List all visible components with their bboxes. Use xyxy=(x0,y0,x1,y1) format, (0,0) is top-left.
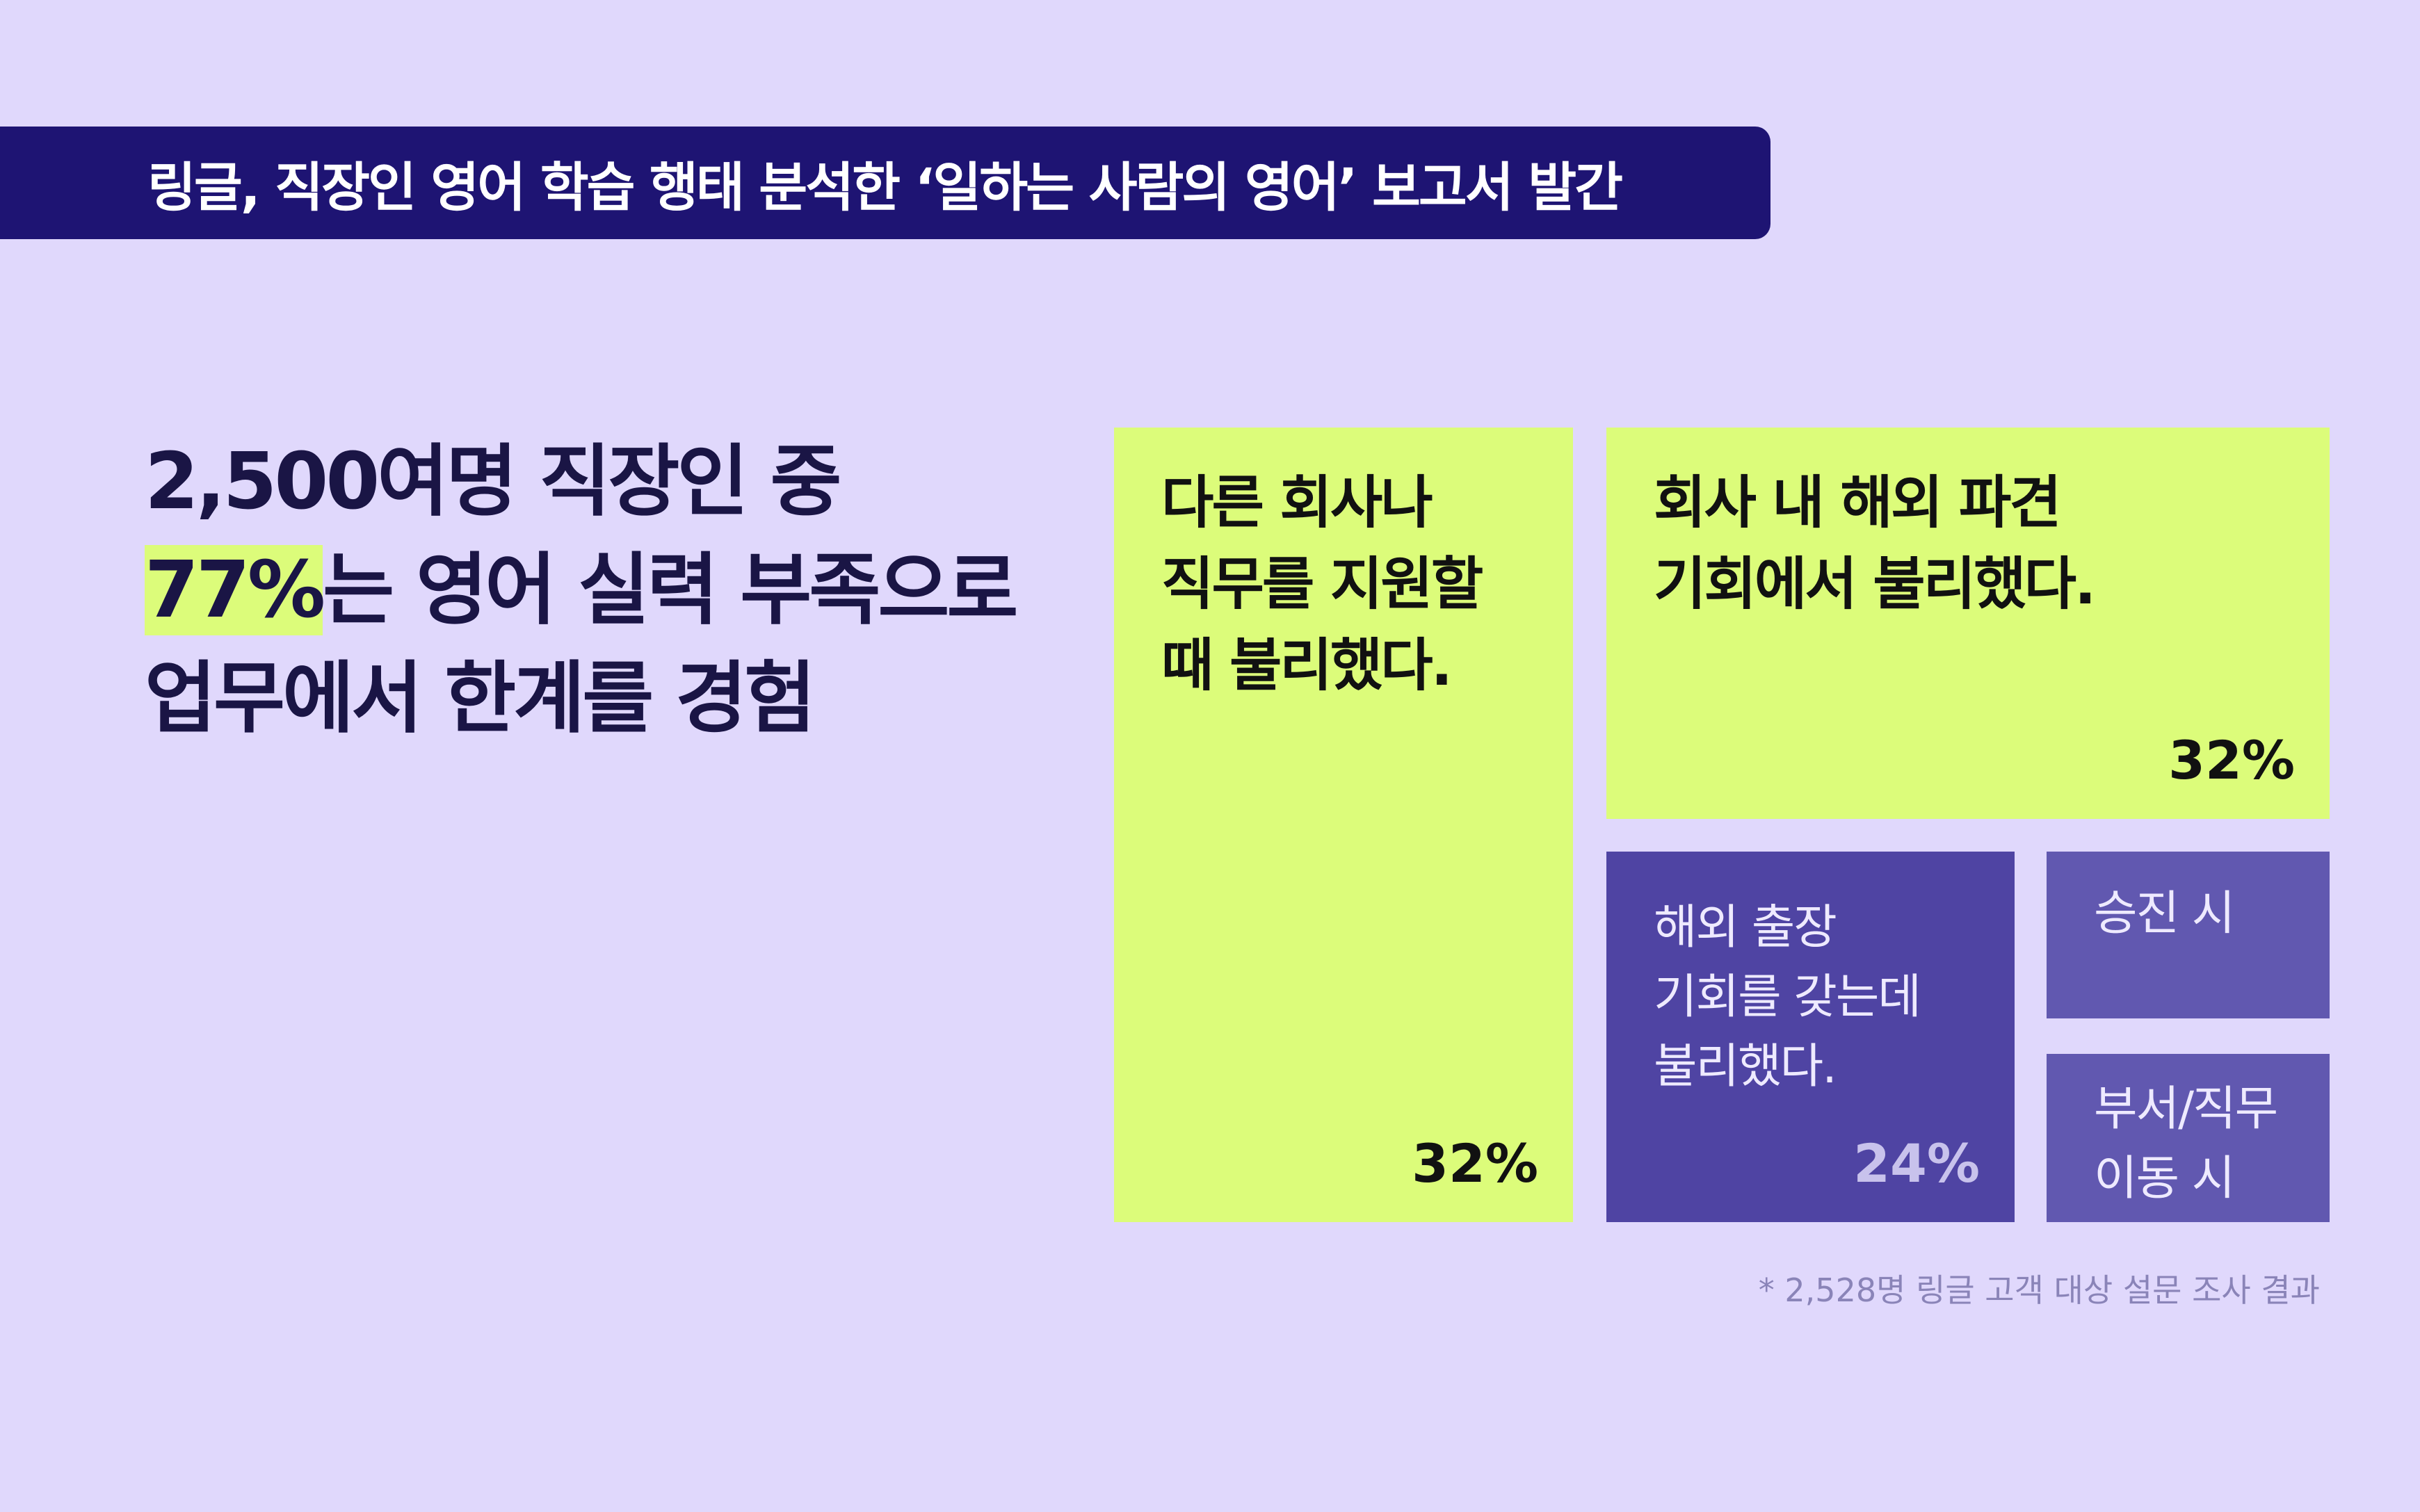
cell-label-line: 때 불리했다. xyxy=(1161,633,1453,699)
cell-label: 다른 회사나 직무를 지원할 때 불리했다. xyxy=(1161,462,1483,706)
headline-line-1: 2,500여명 직장인 중 xyxy=(145,437,842,527)
cell-label: 부서/직무 이동 시 xyxy=(2094,1075,2278,1214)
cell-label-line: 부서/직무 xyxy=(2094,1082,2278,1137)
treemap-cell-department-transfer: 부서/직무 이동 시 xyxy=(2047,1054,2330,1222)
headline-line-2-text: 는 영어 실력 부족으로 xyxy=(323,545,1018,635)
cell-label: 승진 시 xyxy=(2094,879,2235,949)
headline-line-2: 77%는 영어 실력 부족으로 xyxy=(145,536,1018,644)
cell-label-line: 해외 출장 xyxy=(1654,900,1837,955)
cell-label: 회사 내 해외 파견 기회에서 불리했다. xyxy=(1654,462,2096,625)
cell-label-line: 직무를 지원할 xyxy=(1161,551,1483,617)
cell-value: 32% xyxy=(1412,1132,1538,1194)
treemap-cell-job-application: 다른 회사나 직무를 지원할 때 불리했다. 32% xyxy=(1114,428,1573,1222)
footnote: * 2,528명 링글 고객 대상 설문 조사 결과 xyxy=(1758,1271,2320,1309)
headline-line-3: 업무에서 한계를 경험 xyxy=(145,653,816,744)
cell-label-line: 승진 시 xyxy=(2094,886,2235,941)
banner-title: 링글, 직장인 영어 학습 행태 분석한 ‘일하는 사람의 영어’ 보고서 발간 xyxy=(147,156,1623,218)
treemap-cell-overseas-dispatch: 회사 내 해외 파견 기회에서 불리했다. 32% xyxy=(1606,428,2330,819)
cell-label-line: 기회에서 불리했다. xyxy=(1654,551,2096,617)
treemap-cell-business-trip: 해외 출장 기회를 갖는데 불리했다. 24% xyxy=(1606,852,2015,1222)
cell-label-line: 불리했다. xyxy=(1654,1039,1837,1094)
cell-label-line: 이동 시 xyxy=(2094,1151,2235,1206)
cell-label-line: 다른 회사나 xyxy=(1161,470,1433,536)
title-banner: 링글, 직장인 영어 학습 행태 분석한 ‘일하는 사람의 영어’ 보고서 발간 xyxy=(0,127,1770,239)
treemap-cell-promotion: 승진 시 xyxy=(2047,852,2330,1018)
cell-label-line: 기회를 갖는데 xyxy=(1654,970,1921,1025)
highlight-percent: 77% xyxy=(145,545,325,635)
cell-value: 32% xyxy=(2168,729,2295,791)
cell-value: 24% xyxy=(1853,1132,1980,1194)
headline: 2,500여명 직장인 중 77%는 영어 실력 부족으로 업무에서 한계를 경… xyxy=(145,428,1018,753)
cell-label-line: 회사 내 해외 파견 xyxy=(1654,470,2062,536)
cell-label: 해외 출장 기회를 갖는데 불리했다. xyxy=(1654,893,1921,1102)
